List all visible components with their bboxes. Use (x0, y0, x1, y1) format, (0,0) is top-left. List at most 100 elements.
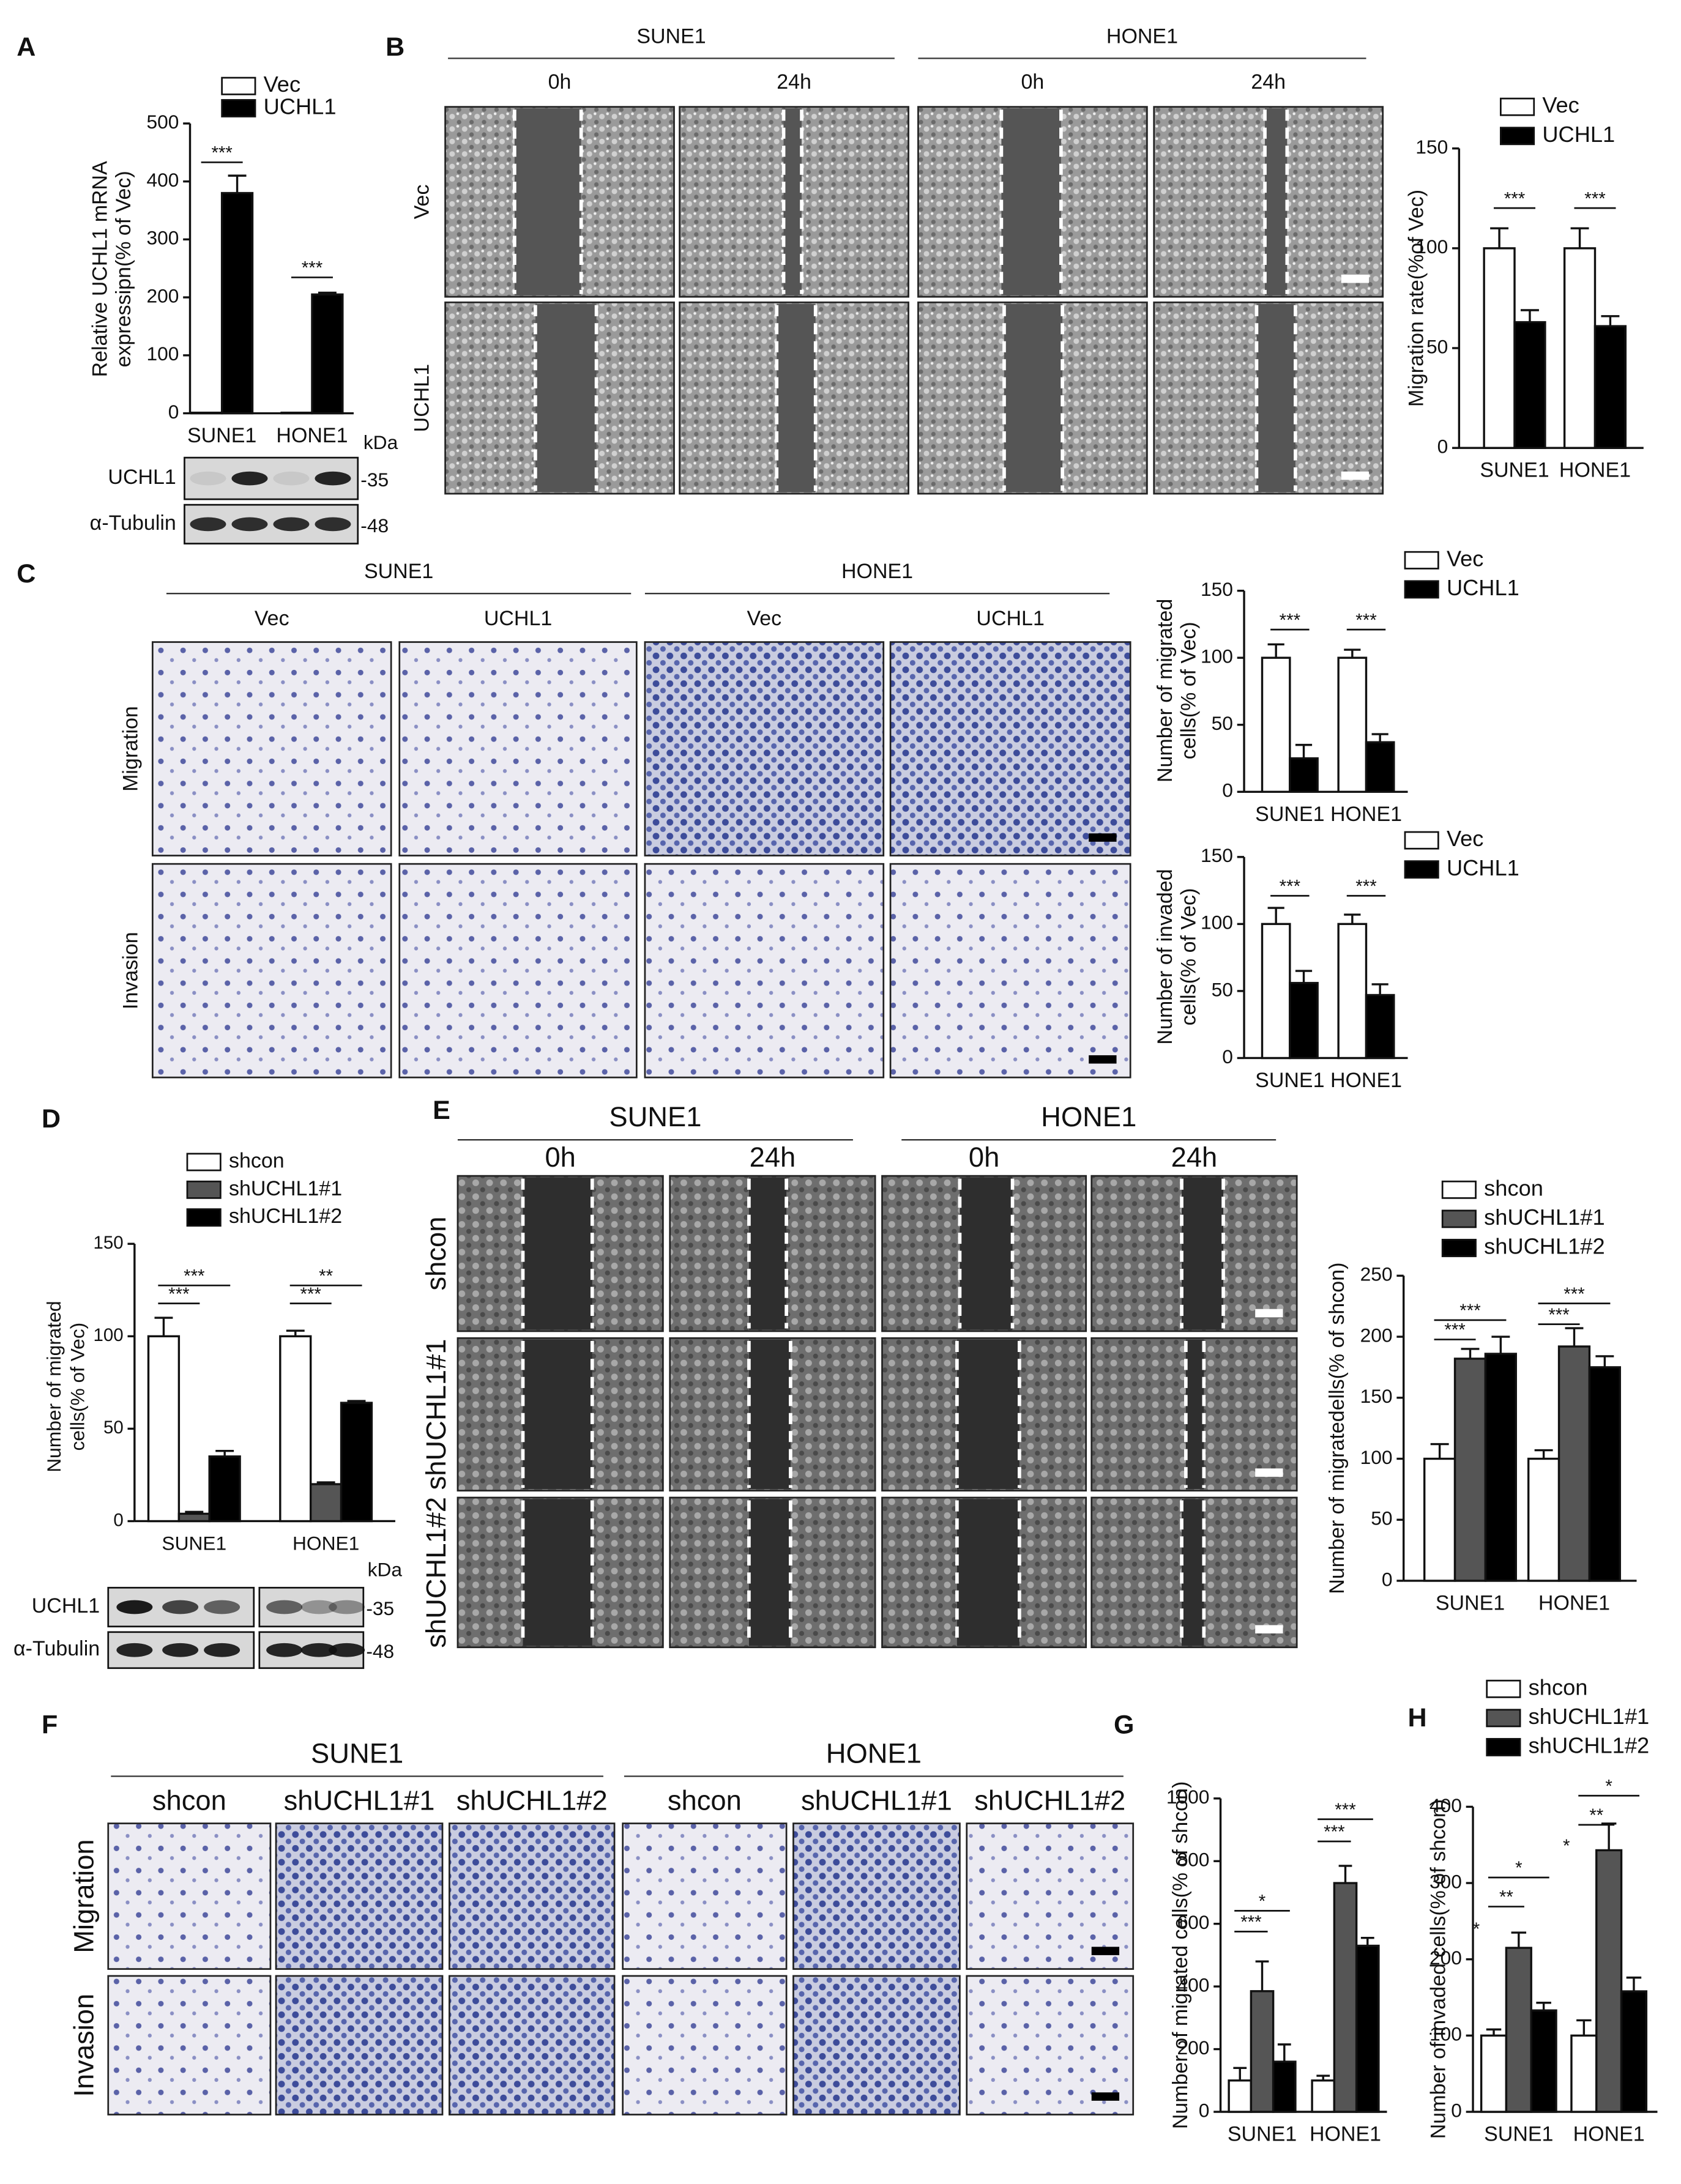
bar (1620, 1990, 1648, 2113)
blot-band (329, 1600, 365, 1614)
micrograph (889, 641, 1131, 856)
legend-swatch (186, 1153, 222, 1172)
legend-label: Vec (1542, 92, 1579, 117)
bar (1527, 1457, 1560, 1582)
x-tick-label: SUNE1 (1436, 1591, 1505, 1614)
error-bar (1461, 1348, 1480, 1359)
bar (311, 293, 344, 415)
y-axis-label: cells(% of Vec) (67, 1323, 89, 1451)
legend-label: Vec (264, 72, 300, 97)
micrograph (107, 1975, 272, 2115)
error-bar (1295, 970, 1313, 983)
significance-label: *** (1459, 1301, 1480, 1321)
y-tick-label: 100 (1201, 912, 1233, 934)
panel-label: A (17, 32, 35, 62)
row-label: shUCHL1#2 (420, 1497, 452, 1648)
column-label: shUCHL1#2 (457, 1785, 608, 1816)
blot-row-label: UCHL1 (32, 1594, 100, 1618)
bar (1480, 2034, 1508, 2113)
panel-label: E (433, 1096, 450, 1125)
wound-gap (1182, 1499, 1204, 1646)
y-tick-label: 100 (94, 1325, 124, 1345)
scale-bar (1089, 833, 1117, 842)
scale-bar (1091, 1947, 1120, 1955)
x-tick-label: SUNE1 (1484, 2123, 1553, 2146)
error-bar (1316, 2074, 1330, 2081)
blot-band (266, 1643, 303, 1657)
bar (1333, 1882, 1358, 2113)
panel-label: D (42, 1104, 61, 1134)
error-bar (1626, 1976, 1642, 1992)
group-label: SUNE1 (364, 560, 433, 583)
error-bar (1565, 1327, 1584, 1346)
wound-gap (748, 1499, 791, 1646)
scale-bar (1255, 1625, 1283, 1634)
blot-marker: -35 (366, 1597, 394, 1619)
micrograph (622, 1822, 788, 1970)
x-tick-label: SUNE1 (162, 1532, 226, 1554)
legend-label: UCHL1 (1447, 575, 1519, 600)
column-label: 24h (1171, 1142, 1218, 1173)
significance-label: * (1473, 1919, 1480, 1939)
row-label: Migration (68, 1839, 99, 1953)
significance-label: *** (1324, 1822, 1344, 1842)
y-tick-label: 0 (1437, 436, 1448, 458)
legend-swatch (1441, 1209, 1477, 1228)
wound-gap (783, 108, 802, 295)
y-tick-label: 0 (1382, 1568, 1393, 1590)
y-tick-label: 250 (1360, 1263, 1393, 1285)
blot-row-label: α-Tubulin (90, 511, 176, 535)
column-label: UCHL1 (484, 607, 552, 630)
wound-gap (1004, 303, 1063, 492)
error-bar (1490, 227, 1509, 248)
error-bar (1534, 1449, 1553, 1459)
panel-label: F (42, 1710, 58, 1739)
significance-label: *** (1280, 876, 1300, 896)
bar (220, 191, 254, 415)
blot-band (315, 517, 351, 532)
wound-gap (523, 1177, 592, 1330)
legend-swatch (186, 1180, 222, 1199)
bar (147, 1335, 181, 1523)
y-tick-label: 50 (1426, 335, 1448, 357)
blot-band (116, 1643, 153, 1657)
row-label: Vec (410, 185, 433, 220)
legend-swatch (221, 76, 256, 95)
wound-gap (523, 1339, 592, 1490)
bar (1557, 1345, 1591, 1582)
blot-band (162, 1643, 199, 1657)
error-bar (1233, 2067, 1247, 2081)
bar (1337, 656, 1368, 793)
blot-band (162, 1600, 199, 1614)
y-axis-label: Number of migratedells(% of shcon) (1325, 1263, 1349, 1594)
x-tick-label: HONE1 (1330, 1069, 1402, 1092)
significance-label: *** (1335, 1800, 1355, 1820)
micrograph (448, 1975, 616, 2115)
bar (1484, 1353, 1517, 1582)
blot-band (300, 1643, 337, 1657)
blot-marker: -48 (360, 514, 389, 537)
group-label: SUNE1 (311, 1737, 403, 1769)
y-tick-label: 500 (146, 111, 179, 133)
wound-gap (956, 1339, 1019, 1490)
bar (1228, 2079, 1253, 2113)
blot-band (231, 517, 268, 532)
error-bar (1595, 1355, 1614, 1367)
y-tick-label: 0 (1199, 2099, 1210, 2121)
micrograph (622, 1975, 788, 2115)
bar (1563, 247, 1597, 449)
blot-band (315, 471, 351, 486)
significance-label: *** (211, 143, 232, 163)
y-tick-label: 800 (1177, 1849, 1209, 1871)
row-label: shcon (420, 1217, 452, 1291)
legend-label: shcon (1529, 1674, 1588, 1699)
wound-gap (1256, 303, 1295, 492)
row-label: shUCHL1#1 (420, 1339, 452, 1490)
y-axis-label: cells(% of Vec) (1177, 888, 1201, 1026)
bar (280, 411, 313, 415)
micrograph (398, 641, 638, 856)
y-tick-label: 0 (1222, 779, 1233, 801)
bar (1289, 757, 1319, 793)
bar (208, 1455, 241, 1523)
error-bar (1511, 1931, 1527, 1948)
